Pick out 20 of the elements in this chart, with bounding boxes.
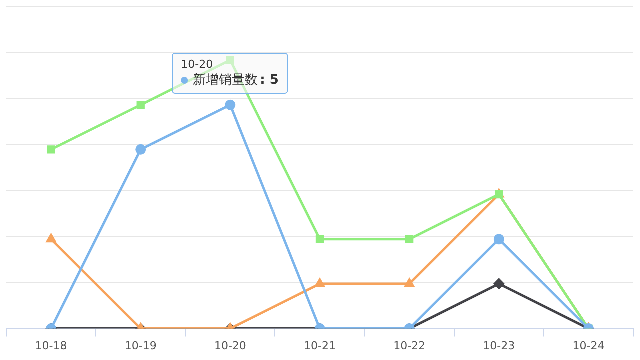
x-tick-label: 10-19	[124, 339, 157, 352]
point	[405, 235, 414, 244]
x-tick-label: 10-24	[572, 339, 605, 352]
x-tick-label: 10-21	[304, 339, 336, 352]
point	[316, 235, 324, 244]
point	[136, 144, 146, 155]
legend-label: 新增销量数	[193, 72, 258, 89]
point	[404, 278, 414, 288]
point	[315, 278, 325, 288]
x-tick-label: 10-22	[394, 339, 426, 352]
point	[136, 100, 145, 110]
annotation: : 5	[260, 72, 279, 88]
x-tick-label: 10-20	[214, 339, 246, 352]
point	[494, 234, 504, 245]
point	[47, 146, 56, 154]
x-tick-label: 10-18	[35, 339, 68, 352]
x-tick-label: 10-23	[483, 339, 516, 352]
annotation: 10-20	[181, 58, 214, 71]
point	[225, 100, 236, 110]
point	[226, 56, 235, 64]
